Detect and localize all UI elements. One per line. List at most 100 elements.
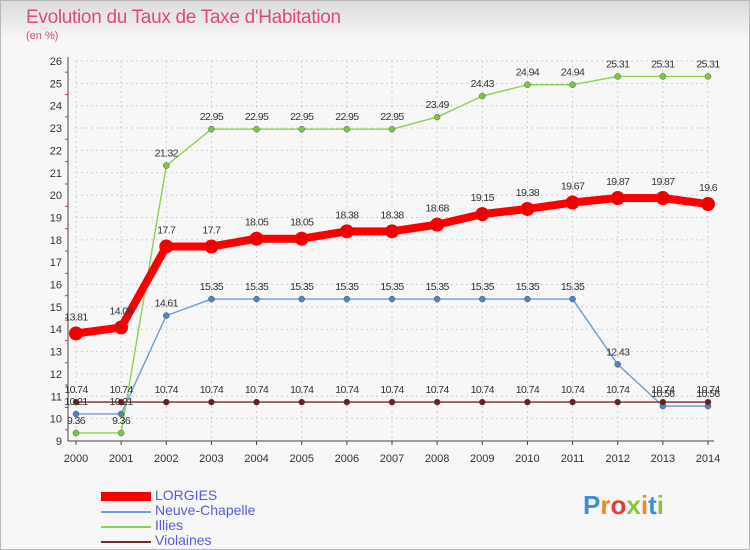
- data-label: 9.36: [67, 415, 86, 427]
- series-lines: [69, 73, 715, 437]
- x-tick-label: 2014: [696, 453, 720, 465]
- logo-letter: o: [610, 490, 627, 520]
- data-label: 10.56: [696, 388, 720, 400]
- y-tick-label: 20: [50, 190, 62, 202]
- data-point: [298, 125, 305, 133]
- data-point: [610, 191, 625, 206]
- data-point: [163, 312, 170, 319]
- data-point: [208, 295, 215, 303]
- y-tick-label: 10: [50, 414, 62, 426]
- data-point: [655, 191, 670, 206]
- data-label: 23.49: [426, 99, 450, 111]
- x-tick-label: 2004: [244, 453, 268, 465]
- data-label: 15.35: [561, 281, 585, 293]
- data-label: 24.43: [471, 78, 495, 90]
- logo-letter: P: [583, 490, 601, 520]
- data-label: 22.95: [335, 111, 359, 123]
- data-label: 14.61: [155, 298, 179, 310]
- logo-letter: t: [648, 490, 657, 520]
- data-label: 15.35: [426, 281, 450, 293]
- data-point: [479, 398, 486, 406]
- data-point: [479, 92, 486, 100]
- data-point: [204, 239, 219, 254]
- x-tick-label: 2001: [109, 453, 133, 465]
- data-point: [524, 81, 531, 88]
- data-point: [565, 195, 580, 210]
- data-point: [208, 398, 215, 406]
- data-label: 25.31: [651, 58, 675, 70]
- chart-title: Evolution du Taux de Taxe d'Habitation: [26, 7, 341, 28]
- data-point: [433, 113, 441, 121]
- legend-label: Violaines: [155, 532, 212, 548]
- chart-unit-label: (en %): [26, 30, 59, 42]
- data-point: [343, 398, 351, 406]
- axes: 9 10 11 12 13 14 15 16 17 18 19 20 21 22 23 24 25 26 2000 2…: [50, 56, 720, 465]
- data-point: [520, 201, 535, 216]
- logo-letter: r: [600, 490, 611, 520]
- data-label: 10.74: [516, 384, 540, 396]
- data-label: 10.74: [471, 384, 495, 396]
- y-tick-label: 12: [50, 369, 62, 381]
- x-tick-label: 2013: [651, 453, 675, 465]
- data-label: 10.21: [110, 396, 134, 408]
- y-tick-label: 9: [56, 436, 62, 448]
- x-tick-label: 2002: [154, 453, 178, 465]
- data-point: [479, 295, 486, 303]
- data-point: [433, 398, 441, 406]
- y-tick-label: 26: [50, 56, 62, 68]
- data-label: 15.35: [245, 281, 269, 293]
- data-point: [208, 125, 215, 133]
- data-point: [614, 361, 621, 368]
- data-point: [163, 398, 170, 406]
- data-label: 21.32: [155, 148, 179, 160]
- legend-swatch: [101, 541, 151, 543]
- y-tick-label: 18: [50, 235, 62, 247]
- data-label: 15.35: [380, 281, 404, 293]
- data-label: 18.05: [245, 217, 269, 229]
- data-label: 10.74: [696, 384, 720, 396]
- data-label: 10.56: [651, 388, 675, 400]
- data-label: 10.74: [335, 384, 359, 396]
- data-label: 22.95: [380, 111, 404, 123]
- data-point: [72, 410, 80, 418]
- data-point: [343, 295, 351, 303]
- legend-swatch: [101, 526, 151, 528]
- x-tick-label: 2009: [470, 453, 494, 465]
- y-tick-label: 15: [50, 302, 62, 314]
- data-label: 13.81: [64, 311, 88, 323]
- legend-swatch: [101, 511, 151, 513]
- data-label: 19.87: [651, 176, 675, 188]
- data-point: [114, 320, 129, 335]
- data-point: [343, 125, 351, 133]
- data-label: 10.74: [155, 384, 179, 396]
- data-label: 15.35: [516, 281, 540, 293]
- data-label: 10.74: [606, 384, 630, 396]
- x-tick-label: 2011: [561, 453, 585, 465]
- data-point: [433, 295, 441, 303]
- legend-swatch: [101, 492, 151, 501]
- y-tick-label: 25: [50, 78, 62, 90]
- data-label: 10.74: [200, 384, 224, 396]
- data-point: [704, 73, 712, 80]
- legend-label: LORGIES: [155, 487, 218, 503]
- data-point: [524, 295, 531, 303]
- logo-letter: i: [656, 490, 664, 520]
- data-point: [388, 295, 396, 303]
- data-point: [72, 398, 80, 406]
- data-point: [298, 398, 305, 406]
- data-point: [430, 217, 445, 232]
- data-point: [253, 398, 260, 406]
- data-point: [253, 295, 260, 303]
- data-point: [117, 398, 125, 406]
- data-label: 15.35: [290, 281, 314, 293]
- data-point: [298, 295, 305, 303]
- data-point: [385, 224, 399, 239]
- data-label: 19.15: [471, 192, 495, 204]
- proxiti-logo: Proxiti: [583, 490, 664, 521]
- data-label: 22.95: [290, 111, 314, 123]
- data-point: [117, 429, 125, 437]
- data-point: [253, 125, 260, 133]
- data-label: 10.74: [651, 384, 675, 396]
- data-point: [163, 162, 170, 169]
